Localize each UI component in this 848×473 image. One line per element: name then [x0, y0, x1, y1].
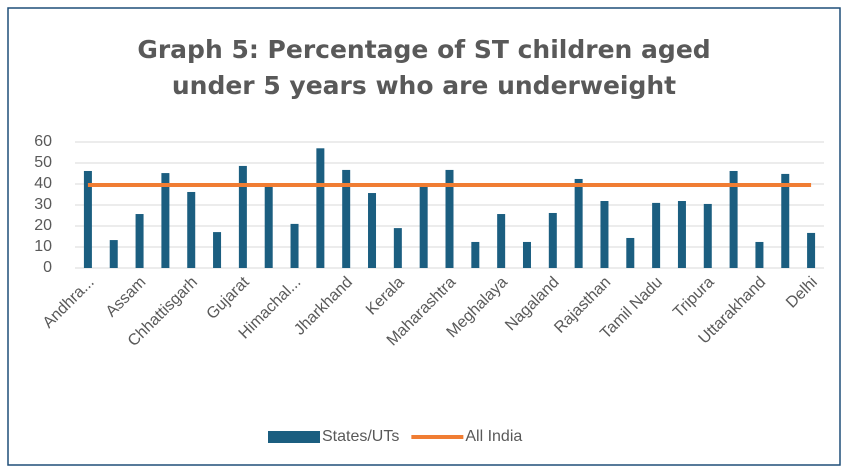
bar — [703, 203, 712, 268]
y-tick-label: 40 — [34, 175, 52, 192]
bar — [522, 241, 531, 268]
bar — [471, 241, 480, 268]
bar — [497, 214, 506, 268]
bar — [807, 232, 816, 268]
bar — [548, 212, 557, 268]
bar — [342, 169, 351, 268]
bar — [393, 228, 402, 268]
y-tick-label: 50 — [34, 154, 52, 171]
bar — [574, 178, 583, 268]
bar — [677, 201, 686, 268]
bar — [316, 148, 325, 268]
bar — [135, 214, 144, 268]
bar — [264, 184, 273, 268]
bar — [83, 170, 92, 268]
bar — [600, 201, 609, 268]
bar — [238, 165, 247, 268]
y-tick-label: 10 — [34, 238, 52, 255]
legend-swatch — [268, 431, 320, 443]
legend-label: All India — [465, 428, 522, 445]
bar — [290, 223, 299, 268]
bar — [419, 184, 428, 268]
bar — [368, 193, 377, 268]
y-tick-label: 0 — [43, 259, 52, 276]
y-tick-label: 60 — [34, 133, 52, 150]
bar — [445, 169, 454, 268]
bar — [781, 173, 790, 268]
bar — [626, 237, 635, 268]
chart-title: Graph 5: Percentage of ST children aged … — [137, 35, 711, 100]
y-tick-label: 30 — [34, 196, 52, 213]
bar — [187, 191, 196, 268]
bar — [161, 173, 170, 268]
bar — [109, 240, 118, 268]
bar — [755, 241, 764, 268]
bar — [213, 232, 222, 268]
legend-label: States/UTs — [322, 428, 399, 445]
y-tick-label: 20 — [34, 217, 52, 234]
bar — [652, 202, 661, 268]
bar — [729, 170, 738, 268]
